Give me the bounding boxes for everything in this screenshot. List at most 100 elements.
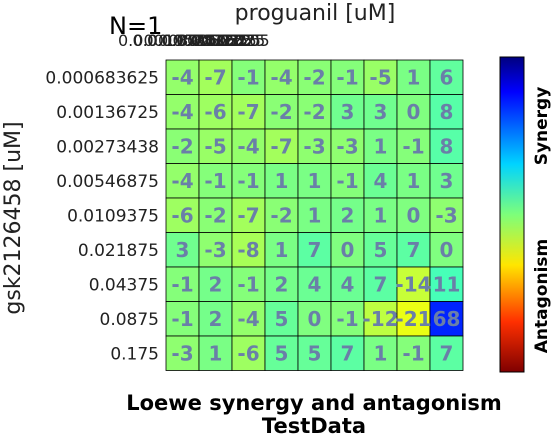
heatmap-cell-value: 6 xyxy=(440,65,454,89)
x-tick-labels: 0.00019531250.0003906250.000781250.00156… xyxy=(118,31,270,50)
heatmap-cell-value: -2 xyxy=(303,100,325,124)
heatmap-cell-value: -3 xyxy=(336,134,358,158)
heatmap-cell xyxy=(165,163,200,199)
y-tick-label: 0.04375 xyxy=(89,275,159,295)
heatmap-cell xyxy=(396,232,431,268)
heatmap-cell-value: 1 xyxy=(308,169,322,193)
heatmap-cell-value: -21 xyxy=(395,307,431,331)
heatmap-cell xyxy=(165,59,200,95)
heatmap-cell xyxy=(165,232,200,268)
heatmap-cell-labels: -4 -7 -1 -4 -2 -1 -5 1 6-4 -6 -7 -2 -2 3 3 0 8-2 -5 -4 -7 -3… xyxy=(171,65,460,365)
heatmap-cell-value: -7 xyxy=(270,134,292,158)
x-tick-label: 0.00078125 xyxy=(147,31,244,50)
heatmap-cell xyxy=(198,266,233,302)
y-tick-label: 0.0109375 xyxy=(67,206,159,226)
y-tick-label: 0.000683625 xyxy=(45,68,159,88)
heatmap-cell-value: 2 xyxy=(275,272,289,296)
heatmap-cell-value: -6 xyxy=(171,203,193,227)
heatmap-cell-value: -1 xyxy=(402,341,424,365)
heatmap-cell-value: 1 xyxy=(209,341,223,365)
y-tick-labels: 0.000683625 0.00136725 0.00273438 0.0054687… xyxy=(45,68,159,364)
heatmap-cell-value: 5 xyxy=(275,341,289,365)
heatmap-cell-value: -5 xyxy=(204,134,226,158)
colorbar-antagonism-label: Antagonism xyxy=(532,239,552,353)
heatmap-cell xyxy=(297,128,332,164)
heatmap-cell-value: 7 xyxy=(341,341,355,365)
heatmap-cell-value: -2 xyxy=(270,203,292,227)
heatmap-cell-value: -1 xyxy=(237,272,259,296)
heatmap-cell-value: -6 xyxy=(204,100,226,124)
x-tick-label: 0.003125 xyxy=(176,31,252,50)
heatmap-cell-value: 7 xyxy=(308,238,322,262)
heatmap-cell xyxy=(198,59,233,95)
heatmap-cell xyxy=(363,94,398,130)
heatmap-cell-value: 3 xyxy=(374,100,388,124)
heatmap-cell-value: 68 xyxy=(433,307,461,331)
heatmap-cell-value: -4 xyxy=(171,100,193,124)
heatmap-cell-value: -1 xyxy=(336,307,358,331)
heatmap-cell-value: -1 xyxy=(237,65,259,89)
heatmap-cell xyxy=(165,335,200,371)
heatmap-cell xyxy=(264,163,299,199)
x-tick-label: 0.000390625 xyxy=(133,31,240,50)
heatmap-cell-value: 7 xyxy=(374,272,388,296)
heatmap-cell-value: -1 xyxy=(336,169,358,193)
heatmap-cell-value: -3 xyxy=(435,203,457,227)
heatmap-cell-value: 0 xyxy=(407,203,421,227)
chart-subtitle: TestData xyxy=(262,414,366,437)
heatmap-cell-value: 8 xyxy=(440,100,454,124)
heatmap-cell xyxy=(363,301,398,337)
heatmap-cell-value: -4 xyxy=(237,134,259,158)
heatmap-cell xyxy=(231,232,266,268)
heatmap-cell xyxy=(297,335,332,371)
heatmap-cell-value: -1 xyxy=(336,65,358,89)
heatmap-cell xyxy=(363,335,398,371)
heatmap-cell-value: 3 xyxy=(341,100,355,124)
heatmap-cell-value: 7 xyxy=(407,238,421,262)
y-tick-label: 0.00546875 xyxy=(56,172,159,192)
chart-title: Loewe synergy and antagonism xyxy=(126,391,502,415)
heatmap-cell xyxy=(429,94,464,130)
heatmap-cell xyxy=(330,197,365,233)
y-tick-label: 0.021875 xyxy=(78,241,159,261)
heatmap-cell-value: -4 xyxy=(237,307,259,331)
heatmap-cell-value: -1 xyxy=(402,134,424,158)
y-axis-label: gsk2126458 [uM] xyxy=(1,121,26,314)
heatmap-cell-value: -3 xyxy=(171,341,193,365)
heatmap-cell xyxy=(297,266,332,302)
heatmap-cell xyxy=(330,301,365,337)
heatmap-cell-value: -12 xyxy=(362,307,398,331)
heatmap-cell-value: 1 xyxy=(407,65,421,89)
heatmap-cell-value: -2 xyxy=(270,100,292,124)
heatmap-cell-value: -14 xyxy=(395,272,431,296)
heatmap-cell xyxy=(330,335,365,371)
heatmap-cell xyxy=(429,163,464,199)
heatmap-cell-value: -3 xyxy=(303,134,325,158)
x-tick-label: 0.00625 xyxy=(191,31,257,50)
heatmap-cell xyxy=(396,94,431,130)
heatmap-cell xyxy=(396,59,431,95)
heatmap-cell-value: -1 xyxy=(237,169,259,193)
heatmap-cell-value: 4 xyxy=(374,169,388,193)
y-tick-label: 0.175 xyxy=(110,344,159,364)
heatmap-cells xyxy=(165,59,464,371)
heatmap-cell xyxy=(363,266,398,302)
heatmap-cell xyxy=(264,335,299,371)
heatmap-cell xyxy=(429,197,464,233)
heatmap-cell xyxy=(165,197,200,233)
heatmap-cell-value: -2 xyxy=(171,134,193,158)
x-axis-label: proguanil [uM] xyxy=(235,1,396,26)
heatmap-cell xyxy=(231,128,266,164)
heatmap-cell xyxy=(297,94,332,130)
colorbar xyxy=(499,56,525,373)
heatmap-cell-value: 0 xyxy=(308,307,322,331)
heatmap-cell-value: -1 xyxy=(171,272,193,296)
heatmap-cell-value: -3 xyxy=(204,238,226,262)
heatmap-cell xyxy=(165,266,200,302)
colorbar-synergy-label: Synergy xyxy=(532,87,552,166)
heatmap-cell-value: 5 xyxy=(275,307,289,331)
heatmap-cell-value: 1 xyxy=(308,203,322,227)
heatmap-cell xyxy=(363,197,398,233)
heatmap-cell xyxy=(297,301,332,337)
